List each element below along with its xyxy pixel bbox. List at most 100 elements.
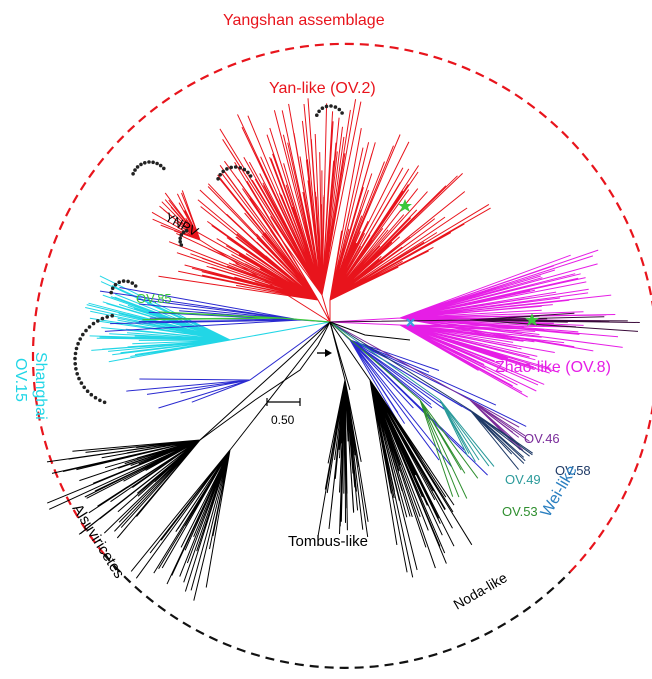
scale-bar-label: 0.50 [271,413,295,427]
arc-dot [75,372,79,376]
arc-dot [184,228,189,233]
yan-like-clade [151,98,491,323]
arc-dot [102,400,107,405]
arc-dot [81,332,85,337]
arc-dot [178,236,182,241]
arc-dot [98,398,102,403]
arc-dot [158,163,163,168]
wei-like-clade [329,321,533,499]
arc-dot [179,233,184,237]
arc-dot [91,321,96,326]
arc-dot [324,104,329,109]
arc-dot [133,168,137,172]
blue-clade-branches [99,287,527,476]
noda-branches [329,321,473,578]
ov85-label: OV.85 [136,291,172,306]
arc-dot [181,230,186,235]
arc-dot [96,319,100,323]
arc-dot [74,367,78,371]
alsuviricetes-label: Alsuviricetes [69,501,128,581]
arc-dot [78,337,82,341]
arc-dot [242,167,247,172]
tombus-like-label: Tombus-like [288,533,368,550]
arc-dot [89,392,94,397]
alsuviricetes-branches-south [130,321,331,601]
arc-dot [110,286,115,291]
ov85-branch [142,311,331,323]
arc-dot [238,166,242,170]
zhao-like-label: Zhao-like (OV.8) [495,359,611,376]
arc-dot [147,160,151,164]
black-clades [46,321,473,601]
scale-bar: 0.50 [266,398,301,427]
noda-like-label: Noda-like [451,569,510,613]
arc-dot [85,389,90,394]
arc-dot [246,170,250,175]
dotted-arcs [73,104,344,405]
arc-dot [109,290,113,295]
arc-dot [93,395,98,400]
arc-dot [131,172,135,176]
arc-dot [113,282,118,287]
ov85-branches [142,311,331,323]
arc-dot [139,162,143,167]
arc-dot [317,109,321,114]
root-arrow [317,349,332,357]
arc-dot [126,279,130,284]
arc-dot [79,381,84,385]
ov46-branches [329,321,530,451]
blue-branches-south [126,321,331,409]
arc-dot [87,325,92,329]
arc-dot [135,165,140,169]
arc-dot [179,243,184,247]
arc-dot [100,316,105,321]
arc-dot [337,107,342,112]
ov49-label: OV.49 [505,472,541,487]
arc-dot [221,169,225,174]
arc-dot [329,104,333,108]
arc-dot [73,351,78,356]
yan-branches-west [158,161,331,323]
arc-dot [320,106,325,110]
yan-like-label: Yan-like (OV.2) [269,80,376,97]
ov46-label: OV.46 [524,431,560,446]
arc-dot [143,161,147,165]
arc-dot [110,313,114,318]
alsuviricetes-branches [46,321,331,539]
ov58-branches [329,321,533,470]
yan-branches-ynpv [151,190,331,323]
star-marker-zhao [525,313,539,326]
arc-dot [216,177,220,181]
shanghai-label: Shanghai [32,352,49,420]
ov53-label: OV.53 [502,504,538,519]
arc-dot [82,385,86,390]
arc-dot [133,284,138,288]
arc-dot [178,239,182,244]
assemblage-title: Yangshan assemblage [223,12,385,29]
arc-dot [162,166,166,171]
arc-dot [340,111,344,115]
arc-dot [117,280,121,285]
yan-branches-north [219,98,362,323]
outside-arc [103,553,571,669]
arc-dot [76,341,80,346]
arc-dot [333,105,338,109]
star-marker [398,199,412,212]
arc-dot [155,161,159,166]
arc-dot [225,167,229,171]
arc-dot [218,173,222,177]
arc-dot [74,346,79,351]
arc-dot [84,328,88,333]
ov58-label: OV.58 [555,463,591,478]
zhao-like-clade [329,249,640,398]
tombus-branches [317,321,369,537]
zhao-branches-south [329,321,569,398]
cross-marker [406,318,415,327]
yan-branches-northeast [329,128,491,322]
arc-dot [315,113,319,117]
ov49-branches [329,321,495,467]
arc-dot [248,174,253,178]
root-connector [199,321,411,441]
